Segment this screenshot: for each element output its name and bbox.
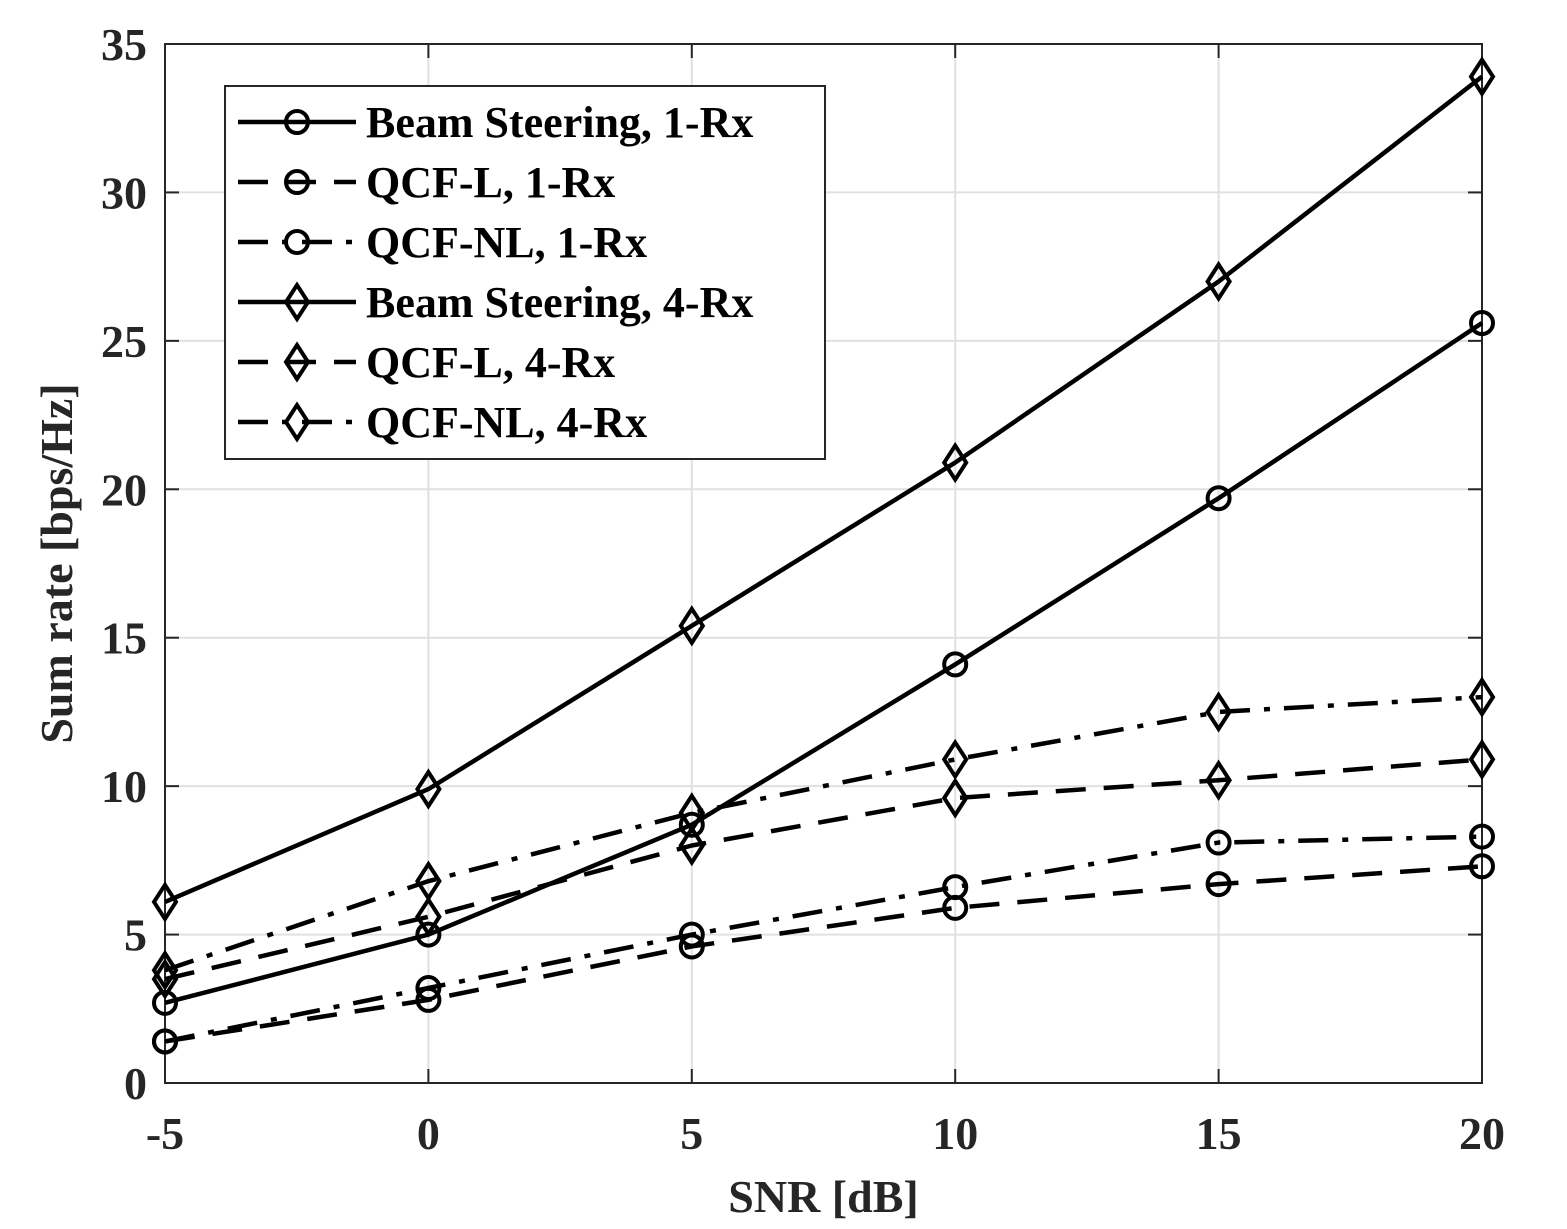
data-point-diamond (415, 860, 442, 902)
legend-swatch-marker (284, 169, 310, 195)
data-point-diamond (415, 896, 442, 938)
data-point-diamond (1468, 738, 1496, 781)
data-point-circle (678, 921, 705, 948)
legend-swatch-marker (284, 229, 310, 255)
x-tick-label: -5 (146, 1108, 184, 1159)
y-tick-label: 35 (101, 19, 147, 70)
data-point-diamond (151, 949, 179, 991)
plot-frame (164, 43, 1483, 1084)
y-tick-label: 15 (101, 613, 147, 664)
data-point-circle (678, 811, 705, 838)
legend-label: Beam Steering, 1-Rx (366, 98, 753, 147)
series-line-1 (164, 321, 1484, 1006)
x-tick-label: 15 (1196, 1108, 1242, 1159)
data-point-diamond (678, 605, 706, 647)
data-point-diamond (1468, 676, 1496, 718)
x-tick-label: 20 (1459, 1108, 1505, 1159)
data-point-circle (415, 986, 442, 1013)
legend-swatch-marker (284, 109, 310, 135)
x-axis-label: SNR [dB] (728, 1171, 918, 1222)
data-point-circle (415, 975, 442, 1002)
data-point-circle (1469, 823, 1495, 850)
data-point-circle (1469, 853, 1495, 880)
series-line-5 (164, 757, 1483, 982)
y-tick-label: 0 (124, 1058, 147, 1109)
data-point-diamond (678, 792, 706, 834)
y-tick-label: 5 (124, 910, 147, 961)
data-point-diamond (1205, 759, 1232, 801)
legend-swatch-marker (283, 281, 311, 323)
data-point-diamond (941, 738, 969, 781)
legend-box (224, 85, 826, 460)
series-line-6 (164, 694, 1483, 973)
legend-label: QCF-NL, 4-Rx (366, 398, 647, 447)
data-point-diamond (1468, 55, 1496, 98)
data-point-circle (1205, 829, 1232, 856)
data-point-diamond (941, 777, 969, 819)
data-point-circle (1469, 310, 1495, 337)
data-point-circle (942, 651, 969, 678)
legend-label: Beam Steering, 4-Rx (366, 278, 753, 327)
data-point-diamond (1205, 691, 1232, 733)
legend-label: QCF-NL, 1-Rx (366, 218, 647, 267)
data-point-diamond (151, 881, 179, 923)
data-point-circle (415, 921, 442, 948)
y-axis-label: Sum rate [bps/Hz] (31, 383, 82, 743)
y-tick-label: 25 (101, 316, 147, 367)
series-markers (151, 55, 1496, 1055)
series-lines (164, 74, 1484, 1044)
data-point-diamond (678, 824, 706, 867)
series-line-2 (164, 864, 1483, 1044)
legend-label: QCF-L, 1-Rx (366, 158, 615, 207)
series-line-3 (164, 834, 1483, 1044)
data-point-circle (678, 933, 705, 960)
data-point-circle (152, 989, 178, 1016)
legend-swatch-marker (283, 341, 311, 383)
data-point-diamond (941, 441, 969, 484)
x-tick-label: 0 (417, 1108, 440, 1159)
data-point-circle (1205, 485, 1232, 512)
data-point-circle (942, 874, 969, 901)
legend-label: QCF-L, 4-Rx (366, 338, 615, 387)
legend-swatch-marker (283, 401, 311, 443)
x-tick-label: 5 (680, 1108, 703, 1159)
y-tick-label: 20 (101, 464, 147, 515)
y-tick-label: 10 (101, 761, 147, 812)
series-line-4 (164, 74, 1484, 904)
data-point-circle (152, 1028, 178, 1055)
x-tick-label: 10 (932, 1108, 978, 1159)
y-tick-label: 30 (101, 167, 147, 218)
data-point-diamond (415, 768, 442, 810)
data-point-circle (1205, 871, 1232, 898)
data-point-diamond (1205, 260, 1232, 303)
legend: Beam Steering, 1-Rx QCF-L, 1-Rx QCF-NL, 1-… (224, 85, 826, 460)
